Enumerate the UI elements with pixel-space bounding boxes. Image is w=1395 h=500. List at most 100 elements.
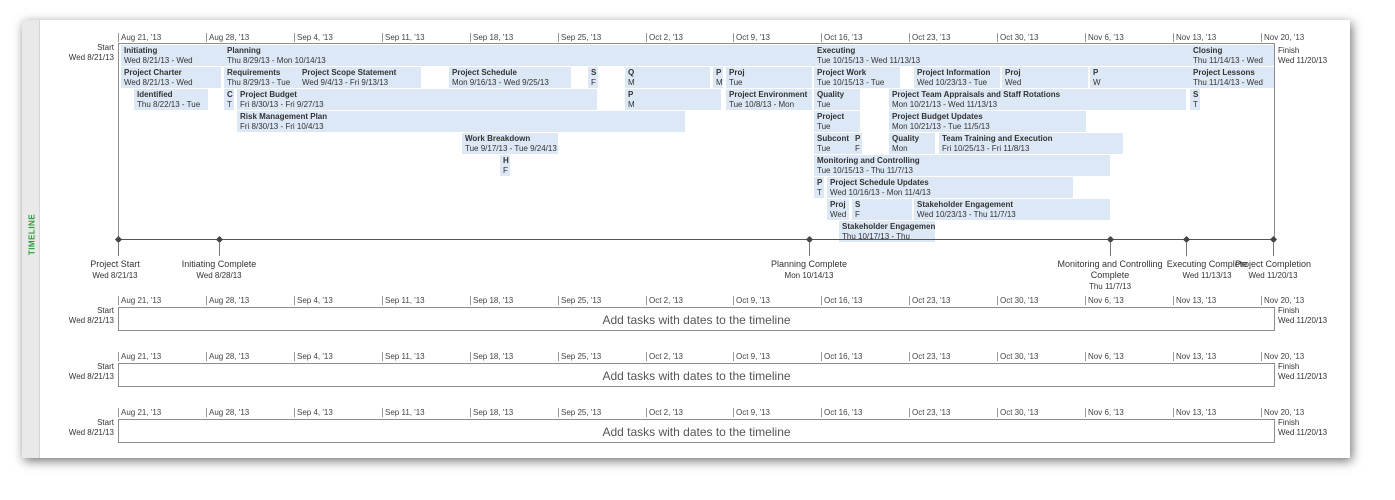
milestone-label[interactable]: Planning Complete Mon 10/14/13 xyxy=(759,259,859,281)
milestone-connector xyxy=(219,242,220,256)
task-bar[interactable]: Project Tue xyxy=(814,111,860,132)
empty-tick: Oct 9, '13 xyxy=(733,296,770,305)
task-bar[interactable]: Project Team Appraisals and Staff Rotati… xyxy=(889,89,1186,110)
milestone-connector xyxy=(1110,242,1111,256)
task-bar[interactable]: Quality Mon xyxy=(889,133,935,154)
task-name: Closing xyxy=(1193,46,1223,55)
task-bar[interactable]: Project Schedule Updates Wed 10/16/13 - M… xyxy=(827,177,1073,198)
task-name: Executing xyxy=(817,46,856,55)
task-dates: Tue 10/8/13 - Mon xyxy=(729,100,795,109)
milestone-label[interactable]: Executing Complete Wed 11/13/13 xyxy=(1147,259,1267,281)
finish-label: Finish xyxy=(1278,306,1300,315)
task-dates: Mon 9/16/13 - Wed 9/25/13 xyxy=(452,78,549,87)
empty-tick: Sep 4, '13 xyxy=(294,352,333,361)
task-bar[interactable]: Planning Thu 8/29/13 - Mon 10/14/13 xyxy=(224,45,819,66)
empty-tick: Sep 25, '13 xyxy=(558,408,601,417)
milestone-name: Project Start xyxy=(90,259,140,269)
task-bar[interactable]: Requirements Thu 8/29/13 - Tue xyxy=(224,67,299,88)
main-tick: Sep 11, '13 xyxy=(382,33,425,42)
empty-timeline-message: Add tasks with dates to the timeline xyxy=(602,425,791,439)
empty-tick: Oct 2, '13 xyxy=(646,408,683,417)
empty-tick: Nov 20, '13 xyxy=(1261,408,1304,417)
task-bar[interactable]: Stakeholder Engagement Wed 10/23/13 - Thu… xyxy=(914,199,1110,220)
task-bar[interactable]: Proj Tue xyxy=(726,67,812,88)
task-dates: Fri 8/30/13 - Fri 10/4/13 xyxy=(240,122,324,131)
task-name: Proj xyxy=(1005,68,1021,77)
task-bar[interactable]: Stakeholder Engagement Thu 10/17/13 - Thu xyxy=(839,221,935,242)
task-name: S xyxy=(855,200,861,209)
main-tick: Aug 28, '13 xyxy=(206,33,249,42)
task-dates: Thu 8/22/13 - Tue xyxy=(137,100,201,109)
empty-tick: Aug 28, '13 xyxy=(206,352,249,361)
task-bar[interactable]: Risk Management Plan Fri 8/30/13 - Fri 10… xyxy=(237,111,685,132)
empty-tick: Oct 30, '13 xyxy=(997,352,1038,361)
task-dates: Thu 11/14/13 - Wed xyxy=(1193,78,1263,87)
task-bar[interactable]: Project Charter Wed 8/21/13 - Wed xyxy=(121,67,221,88)
milestone-label[interactable]: Project Start Wed 8/21/13 xyxy=(80,259,150,281)
empty-timeline-bar[interactable]: Add tasks with dates to the timeline xyxy=(118,419,1275,443)
task-name: Planning xyxy=(227,46,261,55)
milestone-date: Wed 8/21/13 xyxy=(92,271,138,280)
task-dates: Wed xyxy=(830,210,847,219)
task-name: Project Scope Statement xyxy=(302,68,397,77)
milestone-label[interactable]: Monitoring and Controlling Complete Thu 1… xyxy=(1050,259,1170,292)
main-tick: Sep 4, '13 xyxy=(294,33,333,42)
task-bar[interactable]: Project Environment Tue 10/8/13 - Mon xyxy=(726,89,812,110)
task-name: P xyxy=(716,68,722,77)
task-bar[interactable]: Project Work Tue 10/15/13 - Tue xyxy=(814,67,900,88)
task-dates: Wed 10/16/13 - Mon 11/4/13 xyxy=(830,188,931,197)
task-bar[interactable]: Project Scope Statement Wed 9/4/13 - Fri … xyxy=(299,67,421,88)
task-bar[interactable]: Closing Thu 11/14/13 - Wed xyxy=(1190,45,1274,66)
task-bar[interactable]: Project Schedule Mon 9/16/13 - Wed 9/25/1… xyxy=(449,67,571,88)
task-name: P xyxy=(817,178,823,187)
main-tick: Aug 21, '13 xyxy=(118,33,161,42)
task-bar[interactable]: Proj Wed xyxy=(1002,67,1088,88)
task-dates: Tue xyxy=(817,144,831,153)
timeline-side-tab[interactable]: TIMELINE xyxy=(22,20,40,458)
task-bar[interactable]: Subcont Tue xyxy=(814,133,852,154)
milestone-connector xyxy=(118,242,119,256)
task-bar[interactable]: Team Training and Execution Fri 10/25/13 … xyxy=(939,133,1123,154)
milestone-label[interactable]: Initiating Complete Wed 8/28/13 xyxy=(169,259,269,281)
empty-start-marker: Start Wed 8/21/13 xyxy=(48,306,114,326)
finish-date: Wed 11/20/13 xyxy=(1278,428,1328,437)
empty-tick: Sep 18, '13 xyxy=(470,296,513,305)
task-bar[interactable]: Project Budget Fri 8/30/13 - Fri 9/27/13 xyxy=(237,89,597,110)
task-bar[interactable]: Project Lessons Thu 11/14/13 - Wed xyxy=(1190,67,1274,88)
task-bar[interactable]: Executing Tue 10/15/13 - Wed 11/13/13 xyxy=(814,45,1191,66)
task-bar[interactable]: Project Information Wed 10/23/13 - Tue xyxy=(914,67,1000,88)
milestone-name: Monitoring and Controlling Complete xyxy=(1057,259,1163,280)
task-bar[interactable]: Quality Tue xyxy=(814,89,860,110)
task-name: C xyxy=(227,90,233,99)
start-label: Start xyxy=(97,306,114,315)
empty-timeline-bar[interactable]: Add tasks with dates to the timeline xyxy=(118,363,1275,387)
milestone-label[interactable]: Project Completion Wed 11/20/13 xyxy=(1228,259,1318,281)
main-finish-marker: Finish Wed 11/20/13 xyxy=(1278,46,1327,66)
task-dates: Mon 10/21/13 - Tue 11/5/13 xyxy=(892,122,990,131)
task-bar[interactable]: Proj Wed xyxy=(827,199,849,220)
task-dates: Fri 10/25/13 - Fri 11/8/13 xyxy=(942,144,1030,153)
task-name: S xyxy=(591,68,597,77)
task-bar[interactable]: Identified Thu 8/22/13 - Tue xyxy=(134,89,208,110)
main-timescale: Aug 21, '13 Aug 28, '13 Sep 4, '13 Sep 11, … xyxy=(0,33,1395,43)
task-name: Project Budget xyxy=(240,90,297,99)
empty-tick: Oct 16, '13 xyxy=(821,408,862,417)
empty-timeline-bar[interactable]: Add tasks with dates to the timeline xyxy=(118,307,1275,331)
task-bar[interactable]: Work Breakdown Tue 9/17/13 - Tue 9/24/13 xyxy=(462,133,558,154)
task-bar[interactable]: Project Budget Updates Mon 10/21/13 - Tue… xyxy=(889,111,1086,132)
task-bar[interactable]: Monitoring and Controlling Tue 10/15/13 -… xyxy=(814,155,1110,176)
main-timeline-area[interactable]: Initiating Wed 8/21/13 - Wed Planning Thu 8… xyxy=(118,43,1275,242)
empty-finish-marker: Finish Wed 11/20/13 xyxy=(1278,362,1327,382)
empty-tick: Oct 16, '13 xyxy=(821,352,862,361)
